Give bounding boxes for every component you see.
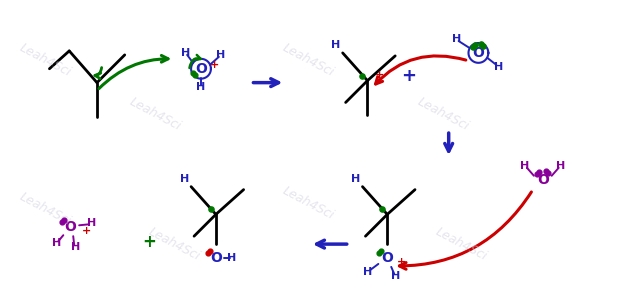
Text: Leah4Sci: Leah4Sci (281, 42, 336, 80)
Text: H: H (452, 34, 462, 44)
Point (57, 220, 67, 225)
Text: O: O (195, 62, 207, 76)
Text: H: H (363, 267, 372, 277)
Text: +: + (143, 233, 157, 251)
Text: H: H (88, 218, 97, 228)
Text: +: + (210, 60, 220, 70)
Text: H: H (351, 174, 360, 184)
Point (59, 218, 69, 223)
Text: +: + (375, 70, 384, 80)
Text: H: H (216, 50, 225, 60)
Text: O: O (210, 251, 222, 265)
Text: H: H (556, 161, 565, 171)
Text: O: O (473, 46, 484, 60)
Text: O: O (381, 251, 393, 265)
Text: H: H (196, 82, 205, 91)
Point (375, 251, 384, 255)
Point (476, 42, 486, 46)
Text: Leah4Sci: Leah4Sci (415, 95, 471, 133)
Text: +: + (402, 67, 416, 85)
Point (188, 70, 198, 75)
Text: +: + (397, 257, 406, 267)
Point (205, 249, 215, 254)
Point (532, 171, 542, 176)
Point (376, 249, 386, 254)
Point (378, 207, 387, 212)
Point (468, 45, 478, 49)
Text: H: H (181, 48, 190, 58)
Text: Leah4Sci: Leah4Sci (18, 190, 73, 228)
Point (541, 168, 551, 173)
Text: Leah4Sci: Leah4Sci (18, 42, 73, 80)
Text: O: O (537, 173, 549, 187)
Point (190, 72, 200, 77)
Text: Leah4Sci: Leah4Sci (128, 95, 184, 133)
Text: O: O (64, 220, 76, 234)
Text: H: H (520, 161, 529, 171)
Point (534, 170, 544, 174)
Text: Leah4Sci: Leah4Sci (433, 225, 489, 263)
Text: H: H (227, 253, 236, 263)
Text: H: H (52, 238, 61, 248)
Point (358, 73, 368, 78)
Point (478, 44, 488, 48)
Point (471, 42, 481, 47)
Text: H: H (70, 242, 80, 252)
Text: Leah4Sci: Leah4Sci (146, 225, 202, 263)
Text: H: H (391, 271, 400, 281)
Point (543, 170, 553, 175)
Text: H: H (331, 40, 341, 50)
Text: H: H (494, 62, 503, 72)
Point (203, 251, 213, 255)
Text: Leah4Sci: Leah4Sci (281, 184, 336, 222)
Text: H: H (180, 174, 189, 184)
Text: +: + (81, 226, 91, 236)
Point (206, 207, 216, 212)
